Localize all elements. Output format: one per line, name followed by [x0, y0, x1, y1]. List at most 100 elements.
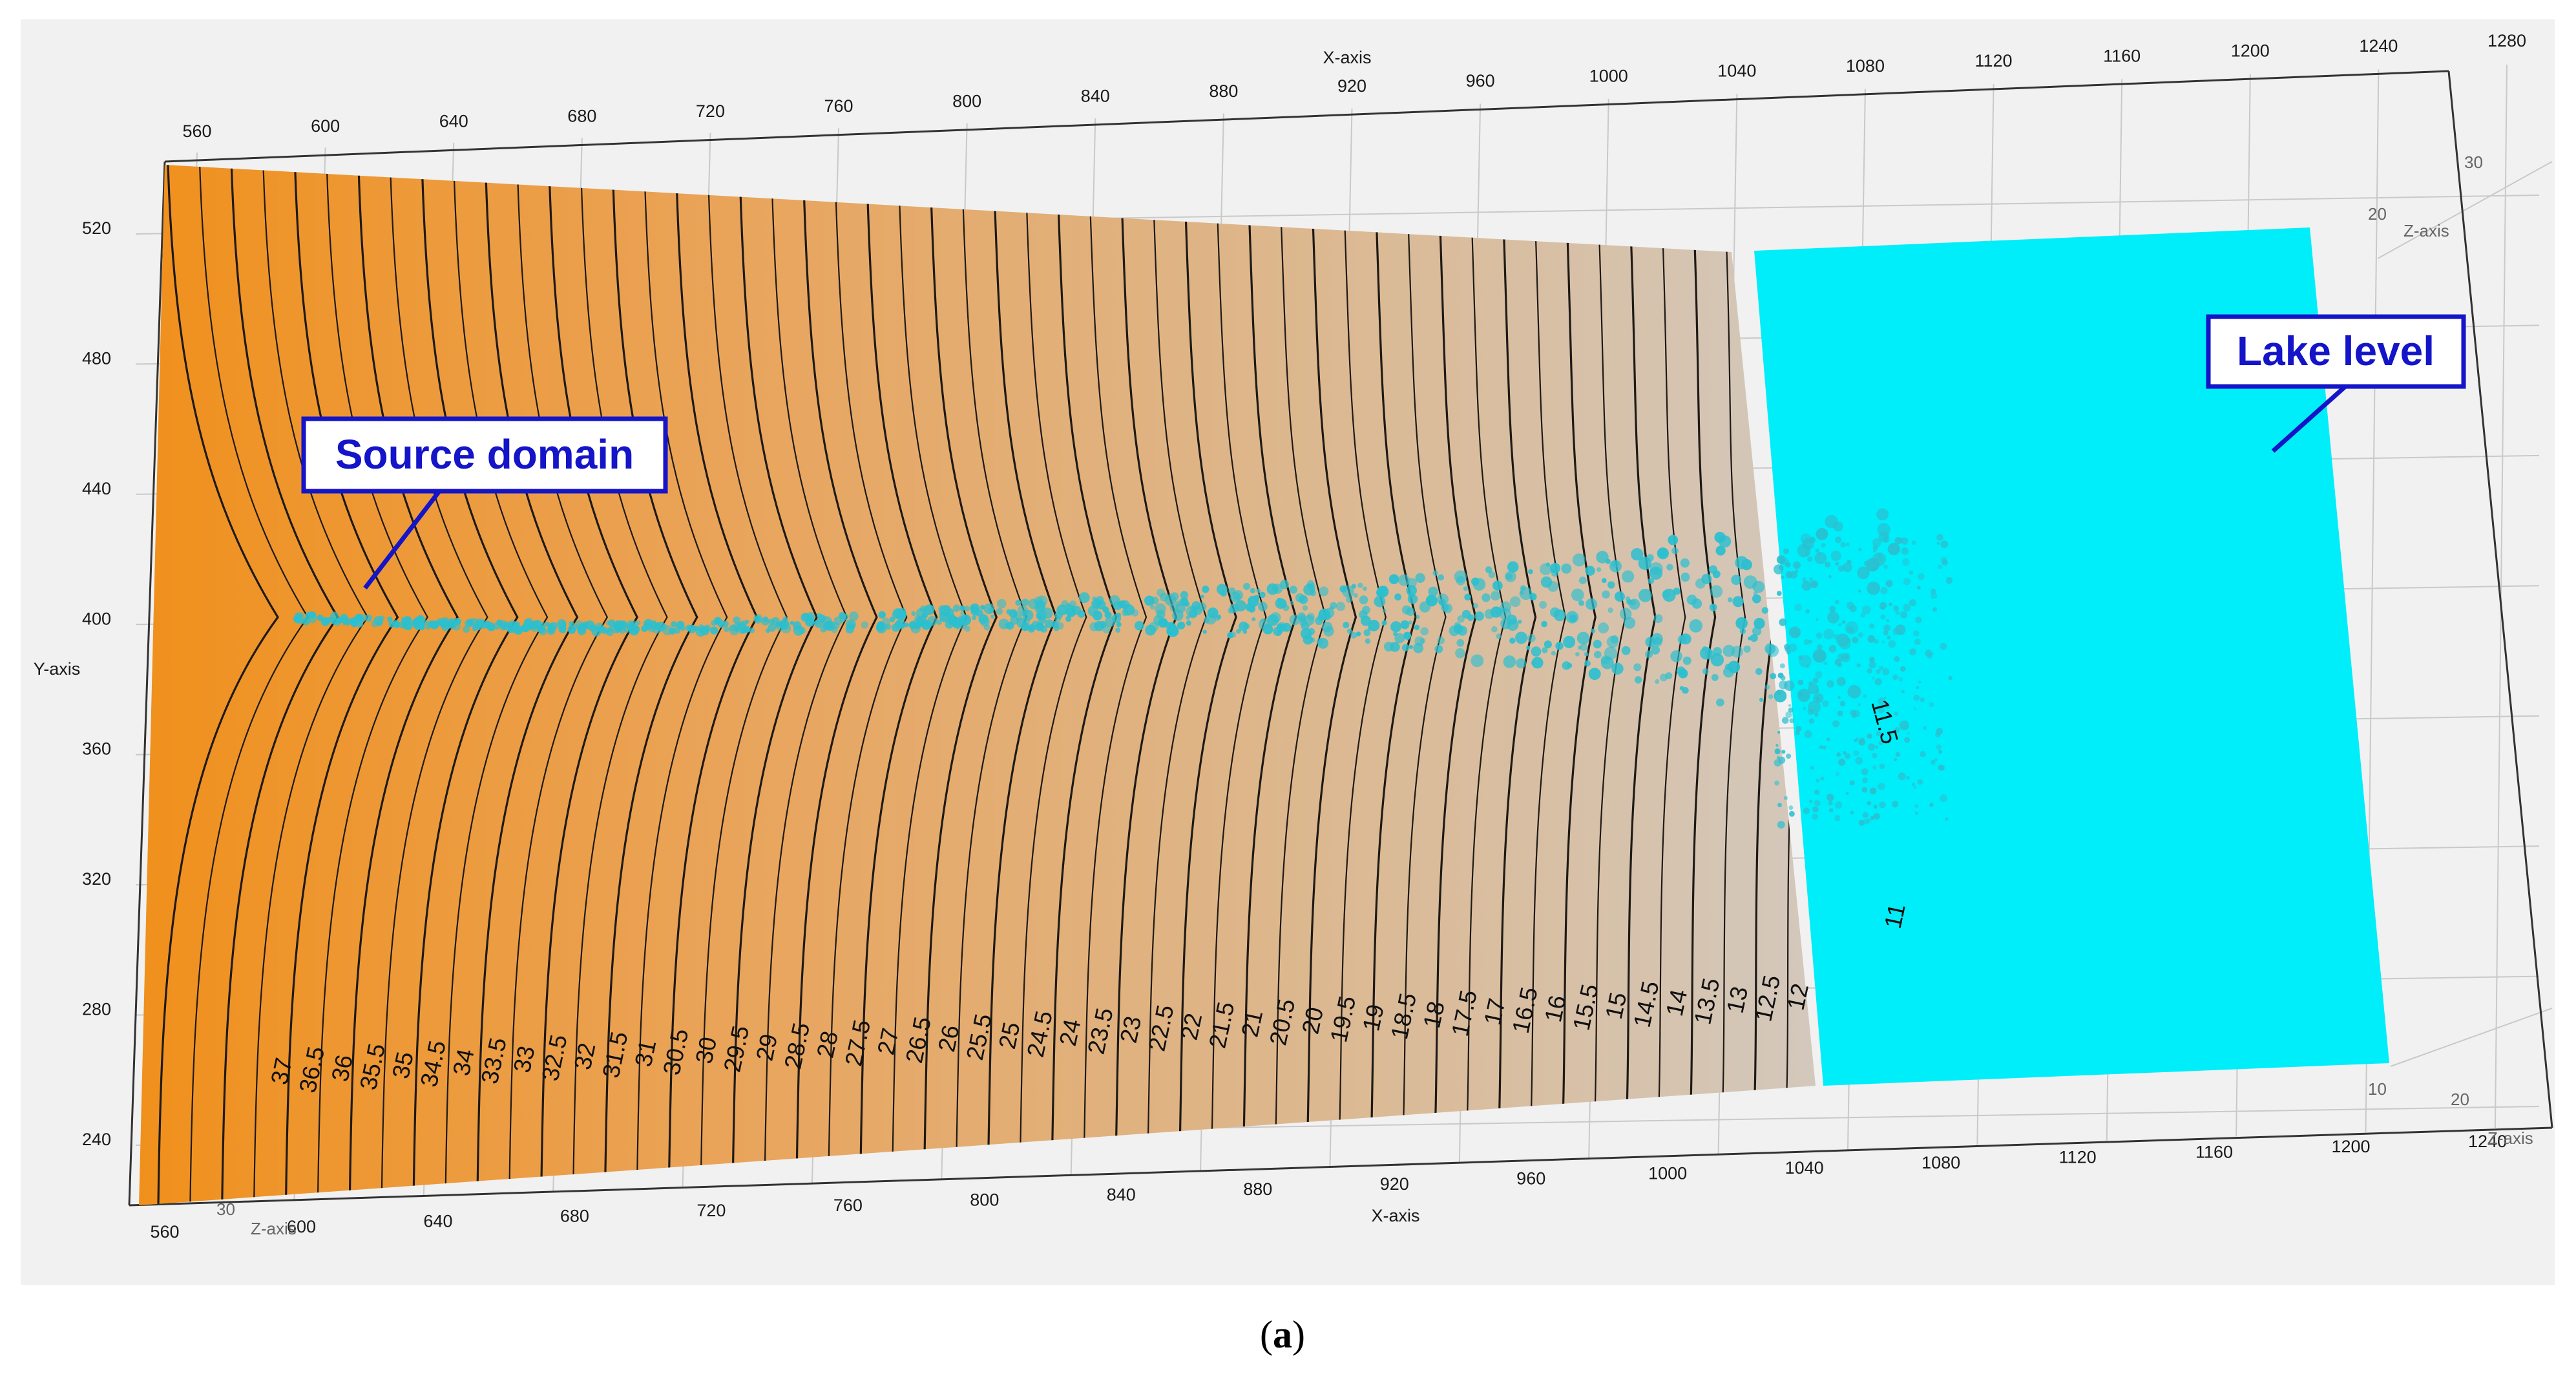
plume-particle	[704, 627, 709, 633]
plume-particle	[1918, 681, 1922, 684]
plume-particle	[1317, 615, 1324, 622]
plume-particle	[1836, 633, 1850, 647]
x-tick-bottom-label: 880	[1243, 1179, 1272, 1199]
plume-particle	[1945, 576, 1953, 584]
plume-particle	[1562, 661, 1571, 670]
plume-particle	[1855, 757, 1863, 765]
contour-label: 31	[630, 1037, 662, 1069]
plume-particle	[1914, 639, 1921, 646]
y-tick-label: 240	[82, 1130, 111, 1149]
plume-particle	[1930, 759, 1936, 765]
contour-line	[892, 203, 968, 1153]
plume-particle	[927, 623, 931, 628]
plume-particle	[1814, 789, 1820, 795]
plume-particle	[1491, 591, 1501, 601]
plume-particle	[1456, 639, 1465, 647]
plume-particle	[1280, 580, 1290, 589]
plume-particle	[1230, 631, 1237, 638]
plume-particle	[889, 617, 895, 622]
plume-particle	[1056, 604, 1068, 616]
plume-particle	[1764, 684, 1770, 690]
plume-particle	[1917, 779, 1923, 785]
plume-particle	[1149, 622, 1159, 632]
contour-label: 33	[508, 1044, 540, 1075]
plume-particle	[1925, 650, 1932, 657]
y-tick-label: 320	[82, 869, 111, 889]
plume-particle	[1779, 680, 1788, 690]
contour-label: 17	[1479, 996, 1511, 1028]
plume-particle	[1814, 799, 1821, 807]
contour-line	[1531, 237, 1567, 1107]
plume-particle	[1779, 663, 1785, 669]
plume-particle	[1885, 534, 1889, 538]
lake-callout-leader	[2271, 385, 2347, 453]
plume-particle	[1701, 573, 1712, 585]
plume-particle	[1653, 614, 1663, 624]
x-tick-top-label: 1240	[2359, 36, 2398, 56]
plume-particle	[1821, 543, 1826, 548]
plume-particle	[1830, 550, 1841, 561]
plume-particle	[1810, 582, 1816, 588]
plume-particle	[493, 622, 501, 630]
plume-particle	[1825, 561, 1831, 568]
plume-particle	[1916, 586, 1921, 590]
plume-particle	[1827, 680, 1834, 688]
plume-particle	[1680, 558, 1690, 568]
y-tick-label: 280	[82, 1000, 111, 1019]
plume-particle	[1940, 556, 1947, 564]
plume-particle	[970, 607, 979, 616]
plume-particle	[567, 626, 576, 635]
plume-particle	[1593, 639, 1602, 649]
plume-particle	[1005, 623, 1011, 628]
contour-line	[1370, 228, 1417, 1118]
x-tick-bottom-label: 1040	[1785, 1158, 1824, 1178]
plume-particle	[1796, 726, 1802, 732]
plume-particle	[1381, 620, 1387, 626]
contour-line	[1242, 222, 1297, 1128]
plume-particle	[1420, 627, 1429, 636]
plume-particle	[876, 623, 883, 631]
plume-particle	[1842, 562, 1852, 573]
plume-particle	[1646, 554, 1654, 562]
plume-particle	[1262, 624, 1273, 635]
plume-particle	[1909, 648, 1916, 656]
plume-particle	[1330, 602, 1337, 609]
plume-particle	[1775, 689, 1782, 695]
plume-particle	[1805, 664, 1810, 668]
contour-line	[1626, 242, 1657, 1100]
plume-particle	[1913, 694, 1920, 701]
plume-particle	[724, 626, 729, 632]
plume-particle	[1871, 565, 1877, 571]
plume-particle	[1834, 600, 1840, 605]
plume-particle	[1785, 562, 1791, 568]
plume-particle	[1804, 730, 1812, 738]
plume-particle	[1601, 578, 1607, 584]
plume-particle	[1631, 548, 1644, 561]
plume-particle	[1401, 644, 1410, 651]
plume-particle	[910, 623, 921, 634]
plume-particle	[971, 615, 977, 620]
plume-particle	[1272, 584, 1283, 594]
plume-particle	[1485, 566, 1492, 573]
x-tick-top-label: 640	[439, 111, 468, 131]
plume-particle	[1770, 673, 1777, 680]
plume-particle	[1362, 606, 1370, 615]
plume-particle	[304, 613, 309, 618]
plume-particle	[1808, 701, 1821, 714]
plume-particle	[1777, 730, 1781, 734]
plume-particle	[1600, 656, 1614, 670]
z-axis-title-front: Z-axis	[2487, 1128, 2533, 1148]
plume-particle	[1578, 600, 1585, 606]
plume-particle	[952, 604, 961, 612]
plume-particle	[1500, 601, 1511, 613]
plume-particle	[1812, 677, 1819, 684]
x-tick-top-label: 1080	[1846, 56, 1885, 76]
plume-particle	[1779, 618, 1787, 626]
plume-particle	[1876, 731, 1881, 737]
plume-particle	[1816, 527, 1828, 540]
source-domain-callout: Source domain	[301, 416, 668, 590]
contour-line	[1339, 227, 1387, 1121]
plume-particle	[581, 620, 589, 629]
plume-particle	[1400, 620, 1410, 629]
